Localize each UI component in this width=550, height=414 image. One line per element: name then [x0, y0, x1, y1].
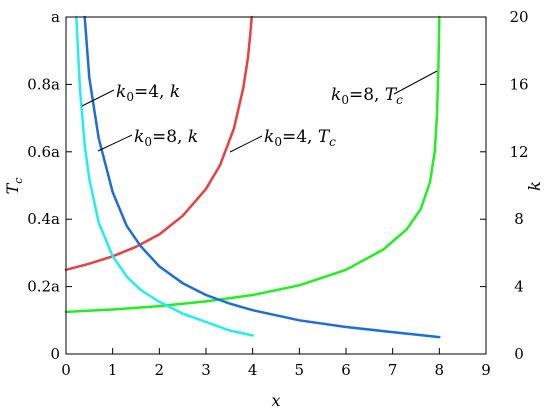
ann-k04-tc-sub: 0 [274, 135, 282, 149]
ann-k04-tc-rest: =4, [282, 127, 318, 147]
leader-line-k08-k [97, 134, 133, 152]
series-line-1 [64, 15, 441, 314]
ann-k04-k-var: k [170, 82, 180, 102]
ann-k08-k-sub: 0 [144, 135, 152, 149]
y-left-tick-label-0: 0 [50, 345, 60, 363]
ann-k08-tc-main: k [331, 85, 341, 105]
x-tick-label-3: 3 [201, 361, 211, 379]
annotation-k08-k: k0=8, k [134, 127, 198, 149]
y-right-tick-label-0: 0 [514, 345, 524, 363]
y-left-axis-title: Tc [3, 178, 25, 195]
curve-layer [64, 15, 441, 339]
y-right-tick-label-5: 20 [509, 8, 528, 26]
x-tick-label-9: 9 [481, 361, 491, 379]
y-left-tick-label-5: a [51, 8, 60, 26]
ann-k04-tc-var: T [318, 127, 331, 147]
annotation-k04-k: k0=4, k [116, 82, 180, 104]
x-axis-title: x [271, 391, 280, 410]
ann-k04-k-rest: =4, [134, 82, 170, 102]
y-right-tick-label-1: 4 [514, 278, 524, 296]
y-left-tick-label-3: 0.6a [27, 143, 60, 161]
y-right-tick-label-3: 12 [509, 143, 528, 161]
ann-k08-k-var: k [188, 127, 198, 147]
x-tick-label-6: 6 [341, 361, 351, 379]
ann-k08-tc-sub: 0 [341, 93, 349, 107]
tick-layer [65, 16, 487, 355]
ann-k04-tc-varsub: c [329, 135, 336, 149]
leader-line-k04-k [81, 89, 115, 107]
ann-k08-tc-var: T [385, 85, 398, 105]
x-tick-label-7: 7 [388, 361, 398, 379]
leader-line-k08-tc [393, 70, 438, 95]
ann-k08-tc-varsub: c [396, 93, 403, 107]
series-line-3 [83, 15, 441, 339]
y-left-tick-label-2: 0.4a [27, 210, 60, 228]
y-right-tick-label-2: 8 [514, 210, 524, 228]
x-tick-label-8: 8 [435, 361, 445, 379]
ann-k08-tc-rest: =8, [349, 85, 385, 105]
ann-k04-tc-main: k [264, 127, 274, 147]
x-tick-label-4: 4 [248, 361, 258, 379]
y-left-axis-title-sub: c [12, 178, 25, 184]
series-line-2 [75, 15, 254, 337]
ann-k04-k-main: k [116, 82, 126, 102]
x-tick-label-5: 5 [295, 361, 305, 379]
y-right-tick-label-4: 16 [509, 75, 528, 93]
x-tick-label-2: 2 [155, 361, 165, 379]
plot-frame [65, 16, 487, 355]
annotation-k04-tc: k0=4, Tc [264, 127, 336, 149]
ann-k04-k-sub: 0 [126, 90, 134, 104]
x-tick-label-1: 1 [108, 361, 118, 379]
y-left-tick-label-4: 0.8a [27, 75, 60, 93]
x-tick-label-0: 0 [61, 361, 71, 379]
annotation-k08-tc: k0=8, Tc [331, 85, 403, 107]
y-left-axis-title-main: T [3, 182, 22, 194]
ann-k08-k-rest: =8, [152, 127, 188, 147]
y-right-axis-title: k [525, 181, 544, 191]
y-left-tick-label-1: 0.2a [27, 278, 60, 296]
leader-line-k04-tc [229, 135, 263, 153]
ann-k08-k-main: k [134, 127, 144, 147]
